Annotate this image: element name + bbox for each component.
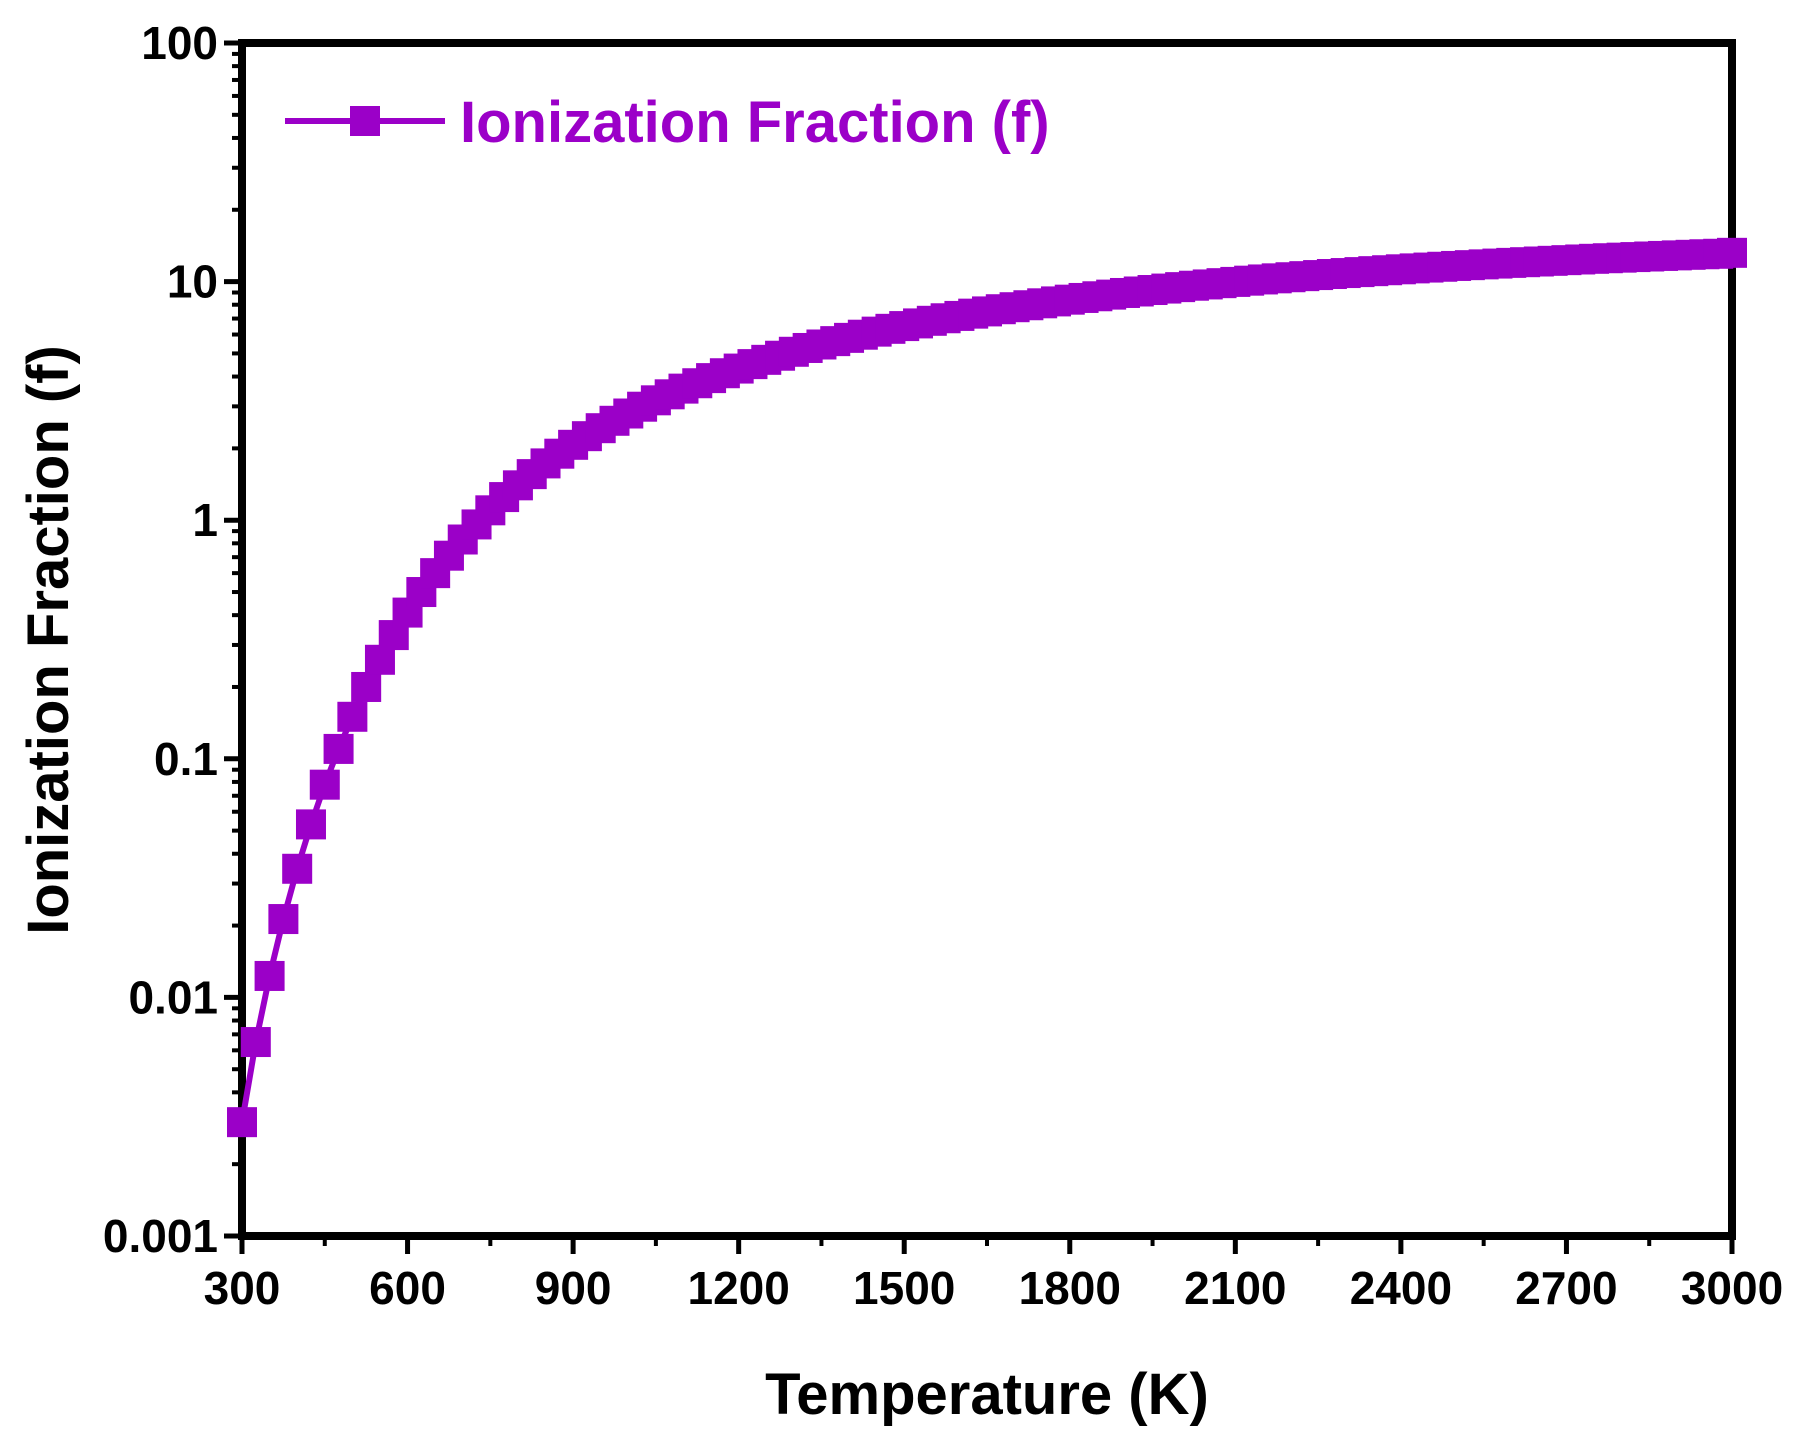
data-point-marker (309, 769, 340, 800)
data-point-marker (337, 701, 368, 732)
y-tick-label: 1 (192, 494, 218, 546)
x-tick-label: 300 (204, 1262, 281, 1314)
x-tick-label: 600 (369, 1262, 446, 1314)
x-axis-title: Temperature (K) (765, 1362, 1209, 1427)
y-tick-label: 0.001 (103, 1210, 218, 1262)
axis-ticks (224, 40, 1735, 1254)
y-tick-label: 10 (167, 256, 218, 308)
plot-frame (238, 39, 1736, 1240)
x-tick-label: 900 (535, 1262, 612, 1314)
legend: Ionization Fraction (f) (285, 90, 1050, 155)
data-point-marker (254, 960, 285, 991)
data-point-marker (227, 1107, 257, 1138)
legend-marker-swatch (350, 106, 380, 136)
x-tick-label: 1500 (853, 1262, 955, 1314)
x-tick-label: 1800 (1019, 1262, 1121, 1314)
y-tick-label: 100 (141, 17, 218, 69)
data-point-marker (295, 809, 326, 840)
x-tick-label: 2100 (1184, 1262, 1286, 1314)
x-tick-label: 3000 (1681, 1262, 1783, 1314)
y-axis-title: Ionization Fraction (f) (16, 345, 81, 935)
y-tick-labels: 0.001 0.01 0.1 1 10 100 (103, 17, 218, 1262)
x-tick-label: 1200 (687, 1262, 789, 1314)
data-point-marker (323, 733, 354, 764)
series-line (239, 249, 1733, 1123)
legend-label: Ionization Fraction (f) (460, 90, 1050, 155)
data-point-marker (351, 671, 382, 702)
series-ionization-fraction (227, 237, 1747, 1138)
x-tick-label: 2400 (1350, 1262, 1452, 1314)
y-tick-label: 0.1 (154, 733, 218, 785)
data-point-marker (268, 904, 299, 935)
data-point-marker (1717, 237, 1747, 268)
y-tick-label: 0.01 (128, 971, 218, 1023)
x-tick-label: 2700 (1515, 1262, 1617, 1314)
data-point-marker (282, 853, 313, 884)
data-point-marker (240, 1027, 271, 1058)
x-tick-labels: 300 600 900 1200 1500 1800 2100 2400 2700 3000 (204, 1262, 1784, 1314)
